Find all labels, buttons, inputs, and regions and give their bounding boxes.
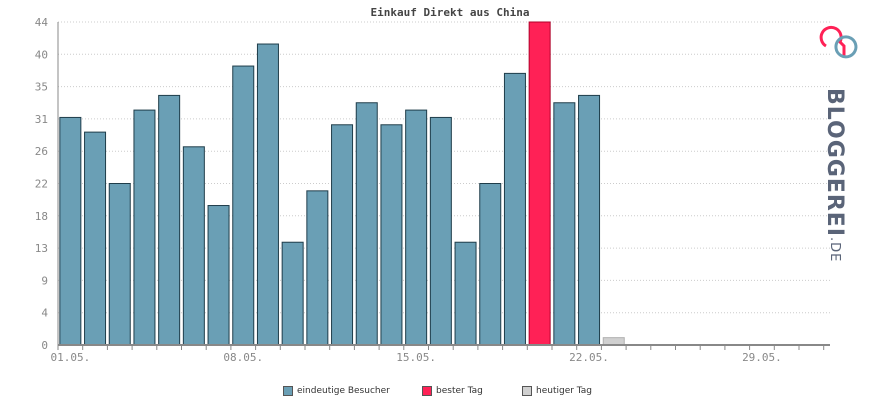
bar	[59, 116, 82, 346]
y-tick-label: 0	[41, 339, 48, 352]
bar	[553, 102, 576, 346]
legend-item-today: heutiger Tag	[522, 386, 592, 396]
x-axis-ticks: 01.05. 08.05. 15.05. 22.05. 29.05.	[50, 351, 781, 364]
x-tick-label: 22.05.	[569, 351, 609, 364]
chart-title: Einkauf Direkt aus China	[371, 6, 530, 19]
y-tick-label: 44	[35, 16, 49, 29]
y-tick-label: 18	[35, 210, 48, 223]
bar	[281, 241, 304, 346]
bar-best-day	[528, 21, 551, 346]
bar	[232, 65, 255, 346]
y-tick-label: 35	[35, 81, 48, 94]
bars	[59, 21, 625, 346]
bar	[429, 116, 452, 346]
bar	[355, 102, 378, 346]
bar	[133, 109, 156, 346]
axes	[57, 22, 830, 350]
logo-wordmark: BLOGGEREI	[822, 88, 847, 238]
bar	[405, 109, 428, 346]
legend-swatch-visitors	[283, 386, 293, 396]
bar	[158, 94, 181, 346]
bar	[182, 146, 205, 346]
x-tick-label: 01.05.	[50, 351, 90, 364]
bar	[578, 94, 601, 346]
x-tick-label: 15.05.	[396, 351, 436, 364]
y-tick-label: 40	[35, 48, 48, 61]
y-tick-label: 26	[35, 145, 48, 158]
y-tick-label: 9	[41, 274, 48, 287]
y-tick-label: 31	[35, 113, 48, 126]
bloggerei-logo-text: BLOGGEREI.DE	[822, 88, 847, 262]
bloggerei-logo-icon	[819, 25, 858, 59]
bar	[207, 205, 230, 346]
x-tick-label: 08.05.	[223, 351, 263, 364]
y-tick-label: 13	[35, 242, 48, 255]
bar	[306, 190, 329, 346]
y-axis-ticks: 0 4 9 13 18 22 26 31 35 40 44	[35, 16, 49, 352]
legend-label-best-day: bester Tag	[436, 386, 483, 396]
bar	[380, 124, 403, 346]
legend: eindeutige Besucher bester Tag heutiger …	[0, 386, 870, 400]
bar	[479, 183, 502, 346]
legend-swatch-best-day	[422, 386, 432, 396]
legend-label-today: heutiger Tag	[536, 386, 593, 396]
y-tick-label: 4	[41, 307, 48, 320]
legend-label-visitors: eindeutige Besucher	[297, 386, 390, 396]
bar	[454, 241, 477, 346]
bar	[84, 131, 107, 346]
logo-suffix: .DE	[827, 237, 842, 263]
legend-item-best-day: bester Tag	[422, 386, 483, 396]
bar	[256, 43, 279, 346]
bar	[503, 72, 526, 346]
legend-swatch-today	[522, 386, 532, 396]
legend-item-visitors: eindeutige Besucher	[283, 386, 390, 396]
y-tick-label: 22	[35, 178, 48, 191]
bar-today	[602, 337, 625, 346]
x-tick-label: 29.05.	[742, 351, 782, 364]
bar	[108, 183, 131, 346]
bloggerei-logo: BLOGGEREI.DE	[812, 18, 862, 262]
bar	[331, 124, 354, 346]
